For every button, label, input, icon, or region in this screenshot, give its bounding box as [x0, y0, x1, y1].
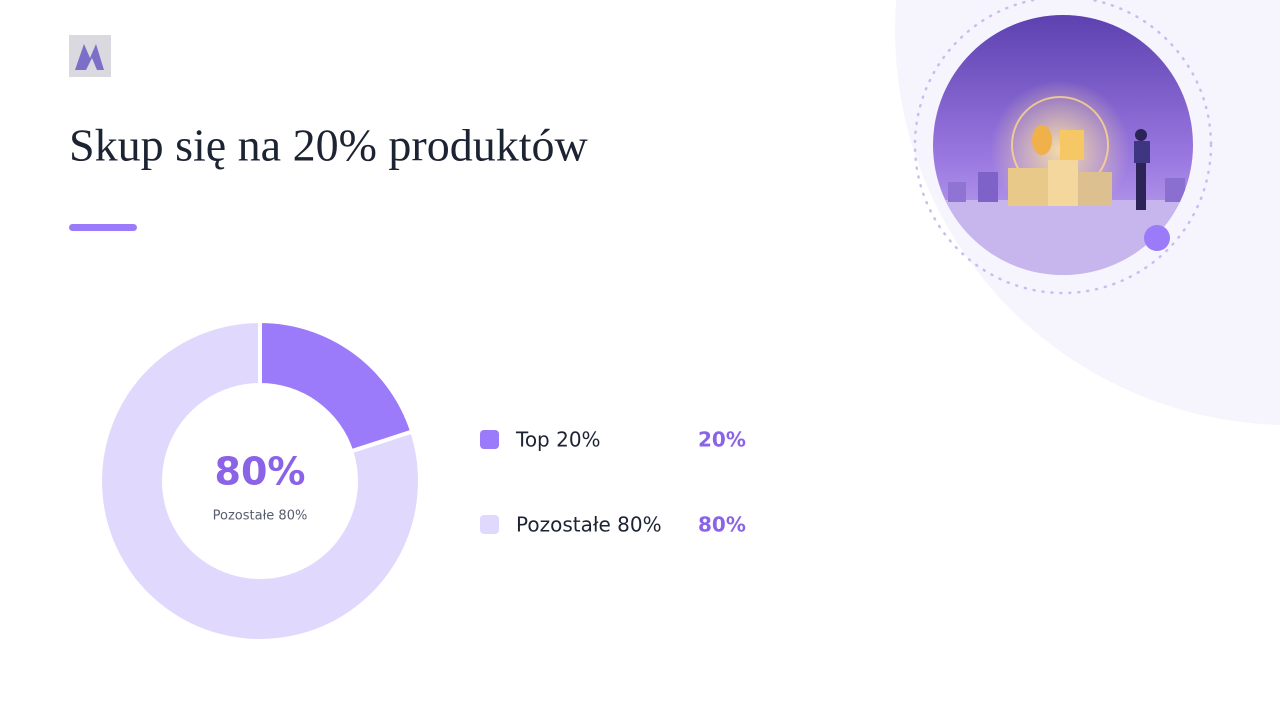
logo — [69, 35, 111, 77]
center-sublabel: Pozostałe 80% — [213, 509, 308, 524]
legend-swatch — [480, 430, 499, 449]
donut-segment — [258, 318, 415, 454]
accent-bar — [69, 224, 137, 231]
legend-label: Pozostałe 80% — [516, 513, 662, 537]
donut-chart — [98, 318, 422, 643]
legend-value: 80% — [698, 513, 746, 537]
legend-swatch — [480, 515, 499, 534]
logo-mark — [75, 44, 104, 70]
donut-segment — [98, 318, 422, 643]
legend-value: 20% — [698, 428, 746, 452]
dotted-ring — [913, 0, 1213, 295]
center-label: 80% — [215, 450, 306, 494]
decor-dot — [1144, 225, 1170, 251]
slide-title: Skup się na 20% produktów — [69, 120, 589, 171]
legend-label: Top 20% — [515, 428, 601, 452]
